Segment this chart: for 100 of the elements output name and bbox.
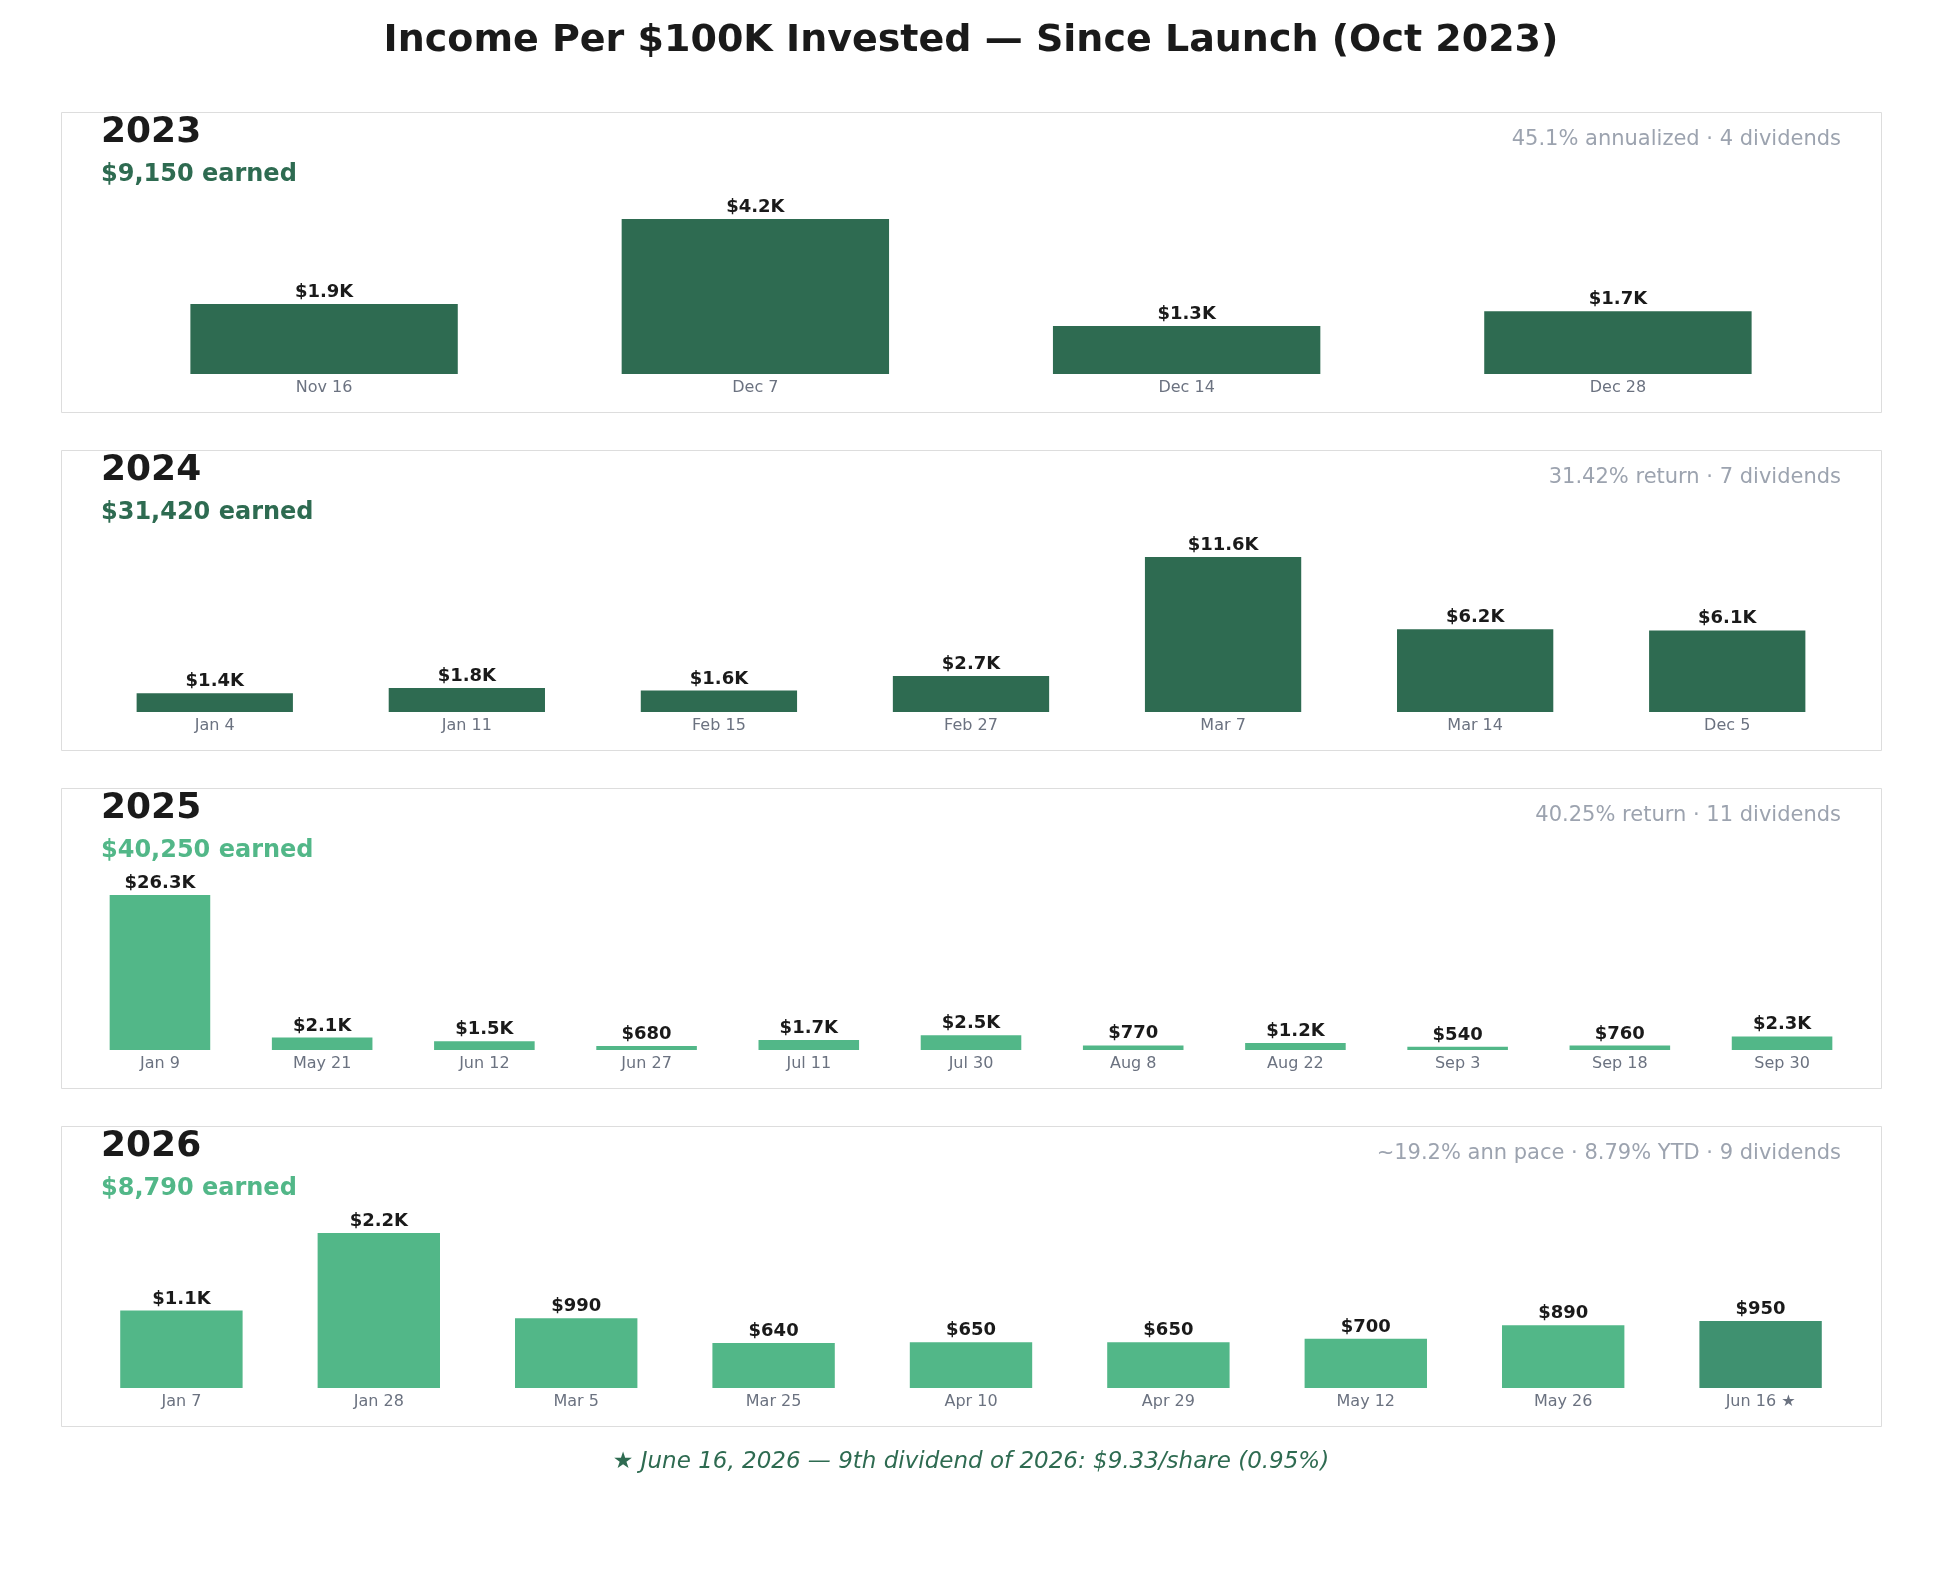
bar xyxy=(1407,1046,1508,1050)
x-tick-label: May 21 xyxy=(292,1052,352,1072)
text: ★ June 16, 2026 — 9th dividend of 2026: $9.33/share (0.95%) xyxy=(612,1447,1330,1473)
x-tick-label: Dec 7 xyxy=(732,376,779,396)
chart-title: 2023 xyxy=(101,109,202,150)
x-tick-label: Dec 28 xyxy=(1589,376,1647,396)
x-tick-label: Sep 3 xyxy=(1434,1052,1481,1072)
data-label: $640 xyxy=(748,1318,799,1340)
text: ~19.2% ann pace · 8.79% YTD · 9 dividends xyxy=(1376,1140,1841,1164)
data-label: $1.2K xyxy=(1266,1018,1326,1040)
bar xyxy=(1107,1342,1230,1388)
bar xyxy=(1731,1036,1833,1050)
x-tick-label: Mar 7 xyxy=(1200,714,1246,734)
data-label: $6.1K xyxy=(1698,606,1758,628)
x-tick-label: Jun 27 xyxy=(620,1052,672,1072)
x-tick-label: May 12 xyxy=(1336,1390,1396,1410)
bar xyxy=(1502,1325,1625,1388)
bar xyxy=(1245,1042,1346,1050)
bar xyxy=(1649,630,1806,712)
data-label: $1.4K xyxy=(185,669,245,691)
data-label: $6.2K xyxy=(1445,605,1506,627)
chart-title: 2026 xyxy=(101,1123,202,1164)
bar xyxy=(1699,1321,1822,1388)
x-tick-label: Nov 16 xyxy=(295,376,353,396)
chart-title: 2025 xyxy=(101,785,202,826)
bar xyxy=(388,687,545,712)
data-label: $1.3K xyxy=(1157,302,1217,324)
x-tick-label: Jan 9 xyxy=(138,1052,180,1072)
bar xyxy=(1082,1045,1184,1050)
data-label: $11.6K xyxy=(1187,533,1260,554)
bar xyxy=(758,1039,860,1050)
data-label: $2.7K xyxy=(941,651,1002,673)
chart-subtitle: $8,790 earned xyxy=(101,1173,297,1201)
x-tick-label: Apr 29 xyxy=(1141,1390,1195,1410)
data-label: $1.9K xyxy=(294,279,355,301)
data-label: $950 xyxy=(1735,1297,1786,1319)
x-tick-label: Jan 11 xyxy=(440,714,492,734)
x-tick-label: Feb 27 xyxy=(944,714,998,734)
chart-subtitle: $31,420 earned xyxy=(101,497,314,525)
chart-subtitle: $40,250 earned xyxy=(101,835,314,863)
x-tick-label: Aug 22 xyxy=(1267,1052,1324,1072)
x-tick-label: Sep 18 xyxy=(1592,1052,1648,1072)
data-label: $650 xyxy=(1143,1318,1194,1340)
bar xyxy=(640,690,798,712)
data-label: $770 xyxy=(1108,1021,1159,1043)
data-label: $1.5K xyxy=(455,1017,515,1039)
bar xyxy=(190,303,458,374)
data-label: $2.2K xyxy=(349,1209,410,1230)
data-label: $1.1K xyxy=(152,1286,212,1308)
data-label: $2.1K xyxy=(292,1013,353,1035)
data-label: $760 xyxy=(1594,1021,1645,1043)
x-tick-label: Jan 28 xyxy=(352,1390,404,1410)
x-tick-label: Jun 16 ★ xyxy=(1724,1390,1796,1410)
bar xyxy=(1144,557,1302,712)
data-label: $650 xyxy=(945,1318,997,1340)
bar xyxy=(271,1037,373,1050)
x-tick-label: May 26 xyxy=(1533,1390,1593,1410)
x-tick-label: Sep 30 xyxy=(1754,1052,1810,1072)
text: 40.25% return · 11 dividends xyxy=(1535,802,1841,826)
data-label: $2.3K xyxy=(1752,1012,1813,1034)
bar xyxy=(515,1318,638,1388)
data-label: $990 xyxy=(551,1294,602,1316)
x-tick-label: Apr 10 xyxy=(944,1390,998,1410)
bar xyxy=(712,1342,835,1388)
x-tick-label: Mar 25 xyxy=(745,1390,802,1410)
chart-title: 2024 xyxy=(101,447,202,488)
data-label: $680 xyxy=(621,1021,672,1043)
data-label: $1.6K xyxy=(689,666,750,688)
bar xyxy=(120,1310,243,1388)
x-tick-label: Feb 15 xyxy=(692,714,746,734)
x-tick-label: Mar 14 xyxy=(1447,714,1503,734)
x-tick-label: Dec 5 xyxy=(1704,714,1751,734)
bar xyxy=(136,693,293,712)
data-label: $540 xyxy=(1432,1022,1483,1044)
x-tick-label: Jun 12 xyxy=(458,1052,510,1072)
data-label: $26.3K xyxy=(124,871,197,892)
data-label: $4.2K xyxy=(726,195,786,216)
text: 45.1% annualized · 4 dividends xyxy=(1511,126,1841,150)
data-label: $1.8K xyxy=(437,663,498,685)
data-label: $1.7K xyxy=(779,1015,840,1037)
x-tick-label: Dec 14 xyxy=(1158,376,1215,396)
data-label: $2.5K xyxy=(941,1011,1002,1033)
bar xyxy=(1397,629,1554,712)
text: 31.42% return · 7 dividends xyxy=(1548,464,1841,488)
x-tick-label: Mar 5 xyxy=(553,1390,599,1410)
bar xyxy=(1052,326,1321,374)
bar xyxy=(317,1233,440,1388)
x-tick-label: Aug 8 xyxy=(1109,1052,1157,1072)
bar xyxy=(434,1041,535,1050)
bar xyxy=(621,219,890,374)
bar xyxy=(920,1035,1022,1050)
data-label: $1.7K xyxy=(1588,287,1649,309)
data-label: $890 xyxy=(1538,1301,1589,1323)
bar xyxy=(892,675,1050,712)
chart-subtitle: $9,150 earned xyxy=(101,159,297,187)
bar xyxy=(596,1045,697,1050)
bar xyxy=(1484,311,1752,374)
bar xyxy=(1304,1338,1427,1388)
bar xyxy=(109,895,211,1050)
x-tick-label: Jul 11 xyxy=(785,1052,832,1072)
